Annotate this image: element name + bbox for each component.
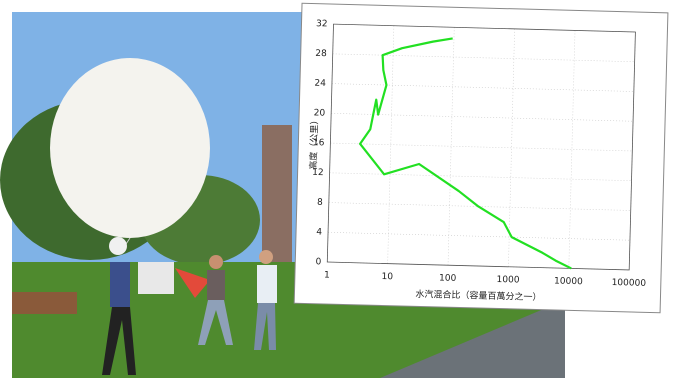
fence bbox=[12, 292, 77, 314]
x-tick-label: 100 bbox=[439, 273, 457, 283]
y-tick-label: 0 bbox=[315, 257, 321, 267]
y-tick-label: 12 bbox=[312, 168, 324, 178]
y-tick-label: 4 bbox=[316, 227, 322, 237]
x-tick-label: 10 bbox=[381, 272, 393, 282]
x-tick-label: 10000 bbox=[554, 276, 583, 287]
balloon bbox=[50, 58, 210, 238]
x-tick-label: 1000 bbox=[496, 275, 519, 286]
x-tick-label: 100000 bbox=[612, 278, 647, 289]
y-tick-label: 8 bbox=[317, 198, 323, 208]
building bbox=[262, 125, 292, 265]
y-tick-label: 16 bbox=[313, 138, 325, 148]
y-tick-label: 28 bbox=[315, 49, 327, 59]
x-tick-label: 1 bbox=[324, 270, 330, 280]
cart bbox=[138, 262, 174, 294]
y-tick-label: 20 bbox=[314, 108, 326, 118]
page: {"chart_data": {"type": "line", "xlabel"… bbox=[0, 0, 678, 378]
y-tick-label: 32 bbox=[316, 19, 328, 29]
scene: 水汽混合比（容量百萬分之一） 高度（公里） 048121620242832110… bbox=[0, 0, 678, 378]
y-tick-label: 24 bbox=[314, 79, 326, 89]
